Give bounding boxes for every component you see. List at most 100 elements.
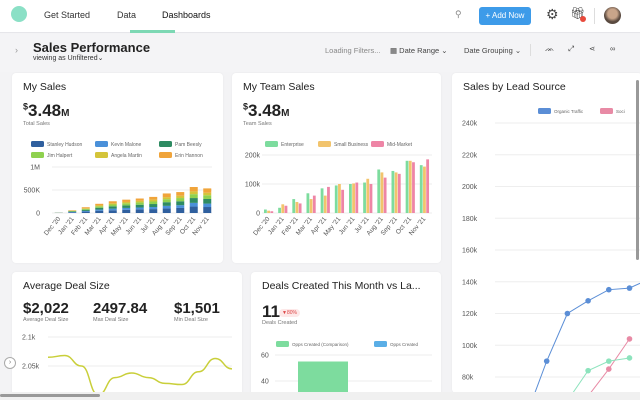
bar-segment (95, 206, 104, 208)
deals-label: Deals Created (262, 320, 298, 326)
bar (281, 204, 285, 213)
bar (338, 184, 341, 213)
avg-deal-card: Average Deal Size $2,022 Average Deal Siz… (12, 272, 242, 397)
bar (405, 160, 409, 213)
unit: M (281, 108, 290, 119)
bar-segment (203, 203, 212, 208)
logo[interactable] (11, 6, 27, 22)
date-grouping-label: Date Grouping (464, 46, 513, 55)
more-icon[interactable]: ∞ (610, 44, 616, 53)
bar-segment (95, 203, 104, 206)
data-point (606, 358, 612, 364)
bar (292, 199, 296, 213)
bar-segment (162, 202, 171, 206)
bar (355, 182, 359, 213)
bar-segment (122, 201, 131, 204)
bar (423, 166, 426, 213)
legend-label: Mid-Market (387, 142, 413, 148)
data-point (606, 366, 612, 372)
viewing-label: viewing as Unfiltered (33, 55, 98, 62)
bar-segment (108, 203, 117, 205)
scroll-right-button[interactable]: › (4, 357, 16, 369)
legend-label: Soci (616, 109, 625, 114)
tab-get-started[interactable]: Get Started (44, 10, 91, 20)
viewing-as-dropdown[interactable]: viewing as Unfiltered⌄ (33, 54, 103, 62)
date-grouping-dropdown[interactable]: Date Grouping ⌄ (464, 46, 522, 55)
value: 3.48 (248, 101, 282, 120)
date-range-dropdown[interactable]: ▦ Date Range ⌄ (390, 46, 448, 55)
bar-segment (135, 204, 144, 208)
series-line (571, 338, 630, 397)
bar-segment (176, 201, 185, 206)
gear-icon[interactable]: ⚙ (546, 6, 559, 22)
bar-segment (176, 195, 185, 199)
legend-swatch (31, 141, 44, 147)
expand-icon[interactable]: ⤢ (568, 44, 574, 53)
y-tick-label: 2.05k (22, 364, 40, 371)
horizontal-scroll-thumb[interactable] (0, 394, 100, 397)
bar-segment (189, 194, 198, 199)
search-icon[interactable]: ⚲ (455, 9, 462, 19)
divider (530, 44, 531, 56)
bar-segment (81, 208, 90, 210)
bar-segment (176, 198, 185, 202)
y-tick-label: 160k (462, 248, 478, 255)
bar-segment (135, 200, 144, 203)
legend-swatch (95, 141, 108, 147)
legend-swatch (159, 141, 172, 147)
bar (278, 207, 281, 213)
bar (352, 183, 355, 213)
legend-swatch (371, 141, 384, 147)
bar-segment (203, 207, 212, 213)
horizontal-scrollbar[interactable] (0, 392, 640, 400)
x-tick-label: Jun '21 (338, 215, 357, 236)
share-icon[interactable]: ⋖ (589, 44, 596, 53)
bar-segment (162, 208, 171, 213)
total-sales-label: Total Sales (23, 121, 50, 127)
bar-segment (149, 196, 158, 200)
y-tick-label: 100k (462, 343, 478, 350)
bar-segment (135, 207, 144, 210)
series-line (531, 282, 640, 400)
bar-segment (203, 195, 212, 199)
bar (408, 160, 412, 213)
bar-segment (81, 211, 90, 213)
notification-badge (580, 16, 586, 22)
bar-segment (122, 207, 131, 210)
bar (312, 195, 316, 213)
legend-label: Opps Created (Comparison) (292, 342, 349, 347)
bar (366, 178, 370, 213)
bar-segment (95, 207, 104, 210)
legend-label: Opps Created (390, 342, 419, 347)
data-point (626, 285, 633, 291)
bar (380, 172, 384, 213)
bar (419, 165, 423, 213)
expand-sidebar-icon[interactable]: › (15, 45, 18, 55)
legend-swatch (31, 152, 44, 158)
bar-segment (81, 209, 90, 211)
tab-data[interactable]: Data (117, 10, 137, 20)
tab-dashboards[interactable]: Dashboards (162, 10, 211, 20)
bar (264, 209, 267, 213)
lead-source-card: Sales by Lead Source (452, 73, 640, 393)
bar (323, 195, 327, 213)
legend-label: Pam Beesly (175, 142, 202, 148)
y-tick-label: 40 (261, 379, 269, 386)
bar-segment (162, 193, 171, 198)
legend-label: Stanley Hudson (47, 142, 83, 148)
y-tick-label: 200k (462, 184, 478, 191)
y-tick-label: 200k (245, 153, 261, 160)
legend-swatch (318, 141, 331, 147)
date-range-label: Date Range (399, 46, 440, 55)
divider (594, 8, 595, 24)
legend-swatch (374, 341, 387, 347)
add-now-button[interactable]: + Add Now (479, 7, 531, 25)
avatar[interactable] (604, 7, 621, 24)
page-title: Sales Performance (33, 40, 151, 55)
ai-icon[interactable]: ᨏ (545, 44, 555, 53)
vertical-scroll-thumb[interactable] (636, 80, 639, 260)
bar-segment (95, 205, 104, 207)
bar-segment (108, 206, 117, 209)
data-point (626, 336, 633, 342)
